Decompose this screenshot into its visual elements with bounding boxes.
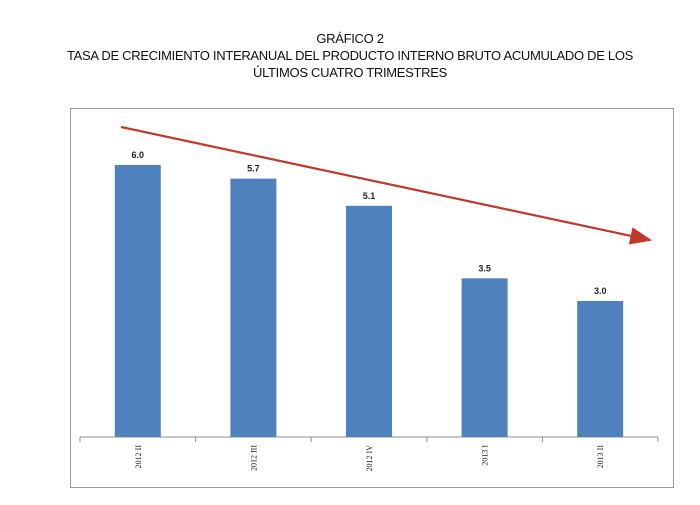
bar xyxy=(346,205,392,437)
bar-value-label: 3.0 xyxy=(594,286,607,296)
bar-value-label: 3.5 xyxy=(478,263,491,273)
chart-subtitle-line1: TASA DE CRECIMIENTO INTERANUAL DEL PRODU… xyxy=(66,48,634,63)
chart-titles: GRÁFICO 2 TASA DE CRECIMIENTO INTERANUAL… xyxy=(0,30,700,81)
bar xyxy=(230,178,277,437)
bar-value-label: 5.7 xyxy=(247,164,260,174)
x-tick-label: 2012 IV xyxy=(365,445,374,472)
bar xyxy=(577,301,624,437)
bar-value-label: 5.1 xyxy=(363,191,376,201)
bar xyxy=(461,278,508,437)
x-tick-label: 2013 I xyxy=(481,445,490,466)
chart-subtitle-line2: ÚLTIMOS CUATRO TRIMESTRES xyxy=(252,65,447,80)
trend-arrow xyxy=(120,125,653,245)
x-tick-label: 2012 II xyxy=(134,445,143,469)
chart-title: GRÁFICO 2 xyxy=(316,31,384,46)
bar-value-label: 6.0 xyxy=(132,150,145,160)
x-tick-label: 2012 III xyxy=(249,445,258,471)
bar xyxy=(114,165,161,437)
x-tick-label: 2013 II xyxy=(596,445,605,469)
